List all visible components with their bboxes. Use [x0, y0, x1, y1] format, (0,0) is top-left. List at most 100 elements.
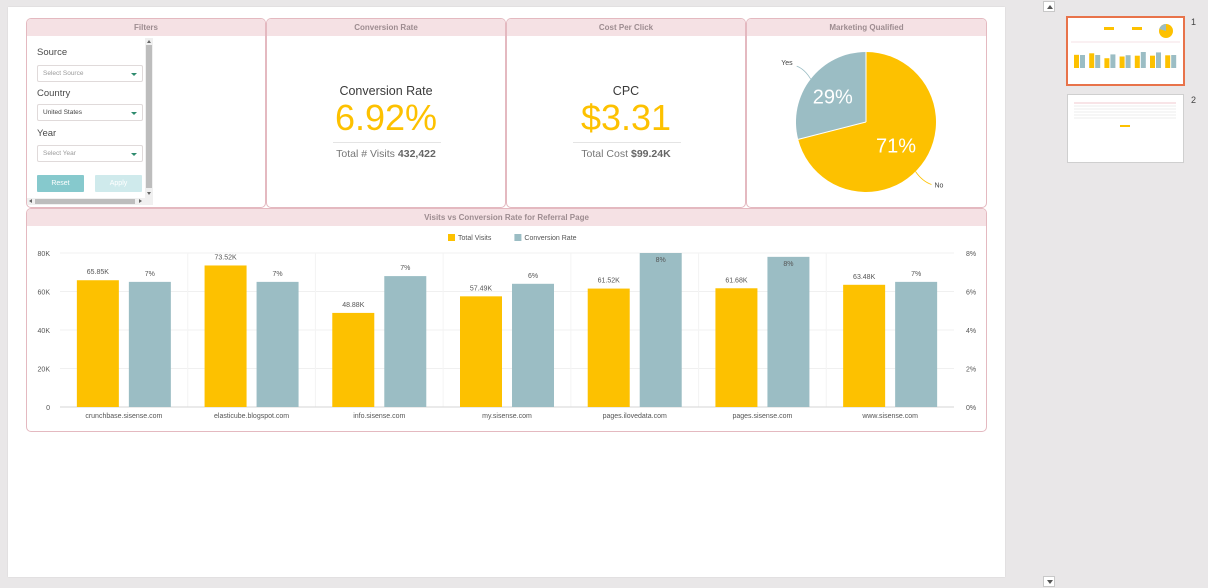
- visits-chart-panel: Visits vs Conversion Rate for Referral P…: [26, 208, 987, 432]
- thumbnail-bar: [1150, 55, 1155, 68]
- source-label: Source: [37, 47, 68, 58]
- x-category-label: pages.sisense.com: [732, 413, 792, 420]
- bar-data-label: 7%: [145, 271, 155, 278]
- thumbnail-bar: [1110, 54, 1116, 68]
- scrollbar-thumb[interactable]: [146, 45, 152, 188]
- legend-swatch: [448, 234, 455, 241]
- scroll-down-button[interactable]: [1043, 576, 1055, 587]
- apply-button[interactable]: Apply: [95, 175, 142, 192]
- reset-button[interactable]: Reset: [37, 175, 84, 192]
- visits-chart-header: Visits vs Conversion Rate for Referral P…: [27, 209, 986, 226]
- thumbnail-bar: [1156, 52, 1161, 68]
- total-cost-value: $99.24K: [630, 148, 671, 160]
- bar-conversion-rate[interactable]: [128, 281, 171, 407]
- bar-conversion-rate[interactable]: [256, 281, 299, 407]
- total-visits-value: 432,422: [397, 148, 436, 160]
- year-select[interactable]: Select Year: [37, 145, 143, 162]
- bar-data-label: 48.88K: [342, 302, 365, 309]
- thumbnail-bar: [1095, 55, 1101, 68]
- thumbnail-bar: [1119, 56, 1125, 68]
- bar-data-label: 8%: [783, 261, 793, 268]
- y-left-tick-label: 40K: [38, 328, 51, 335]
- pie-value-label-no: 71%: [876, 135, 916, 157]
- filters-panel: Filters Source Select Source Country Uni…: [26, 18, 266, 208]
- conversion-rate-value: 6.92%: [334, 97, 438, 138]
- source-select-text: Select Source: [43, 70, 84, 77]
- bar-total-visits[interactable]: [715, 288, 758, 407]
- legend-label: Conversion Rate: [524, 235, 576, 242]
- bar-total-visits[interactable]: [76, 280, 119, 407]
- marketing-qualified-panel: Marketing Qualified 29% 71% Yes No: [746, 18, 987, 208]
- filters-horizontal-scrollbar[interactable]: [27, 198, 153, 205]
- source-select[interactable]: Select Source: [37, 65, 143, 82]
- conversion-rate-title: Conversion Rate: [339, 84, 433, 98]
- y-left-tick-label: 80K: [38, 251, 51, 258]
- divider: [573, 142, 681, 143]
- pie-slice-no[interactable]: [798, 52, 936, 192]
- conversion-rate-header: Conversion Rate: [267, 19, 505, 36]
- total-visits-label: Total # Visits: [336, 148, 395, 160]
- x-category-label: info.sisense.com: [353, 413, 405, 420]
- thumbnail-bar: [1140, 52, 1146, 68]
- slide-thumbnail-1[interactable]: [1066, 16, 1185, 86]
- bar-conversion-rate[interactable]: [639, 253, 682, 407]
- thumbnail-bar: [1074, 54, 1079, 68]
- pie-category-label-no: No: [934, 182, 943, 189]
- cost-per-click-panel: Cost Per Click CPC $3.31 Total Cost $99.2…: [506, 18, 746, 208]
- total-cost-line: Total Cost $99.24K: [507, 148, 745, 160]
- pie-leader-line: [915, 171, 932, 185]
- bar-data-label: 7%: [911, 271, 921, 278]
- country-select[interactable]: United States: [37, 104, 143, 121]
- marketing-qualified-header: Marketing Qualified: [747, 19, 986, 36]
- y-left-tick-label: 60K: [38, 290, 51, 297]
- y-right-tick-label: 0%: [966, 405, 976, 412]
- pie-value-label-yes: 29%: [813, 86, 853, 108]
- bar-total-visits[interactable]: [460, 296, 502, 407]
- slide-area-scrollbar[interactable]: [1042, 0, 1056, 588]
- thumbnail-bar: [1134, 55, 1140, 68]
- bar-total-visits[interactable]: [843, 284, 886, 407]
- divider: [333, 142, 441, 143]
- bar-conversion-rate[interactable]: [895, 281, 938, 407]
- scrollbar-thumb[interactable]: [35, 199, 135, 204]
- bar-data-label: 63.48K: [853, 274, 876, 281]
- bar-data-label: 65.85K: [87, 269, 110, 276]
- slide-number: 1: [1191, 17, 1197, 27]
- bar-data-label: 7%: [400, 265, 410, 272]
- thumbnail-bar: [1080, 55, 1085, 68]
- scroll-up-icon: [147, 40, 151, 43]
- filters-header: Filters: [27, 19, 265, 36]
- cpc-title: CPC: [612, 84, 640, 98]
- bar-conversion-rate[interactable]: [384, 276, 427, 407]
- scroll-right-icon: [139, 199, 142, 203]
- chevron-up-icon: [1047, 5, 1053, 9]
- slide-thumbnail-2-preview: [1070, 97, 1181, 160]
- bar-conversion-rate[interactable]: [767, 256, 810, 407]
- dashboard-slide: Filters Source Select Source Country Uni…: [8, 7, 1005, 577]
- legend-swatch: [514, 234, 522, 241]
- slide-thumbnail-1-preview: [1071, 21, 1180, 81]
- thumbnail-bar: [1125, 55, 1131, 68]
- y-right-tick-label: 8%: [966, 251, 976, 258]
- total-visits-line: Total # Visits 432,422: [267, 148, 505, 160]
- filters-vertical-scrollbar[interactable]: [145, 38, 153, 205]
- country-select-text: United States: [43, 109, 83, 116]
- slide-thumbnail-2[interactable]: [1067, 94, 1184, 163]
- bar-total-visits[interactable]: [204, 265, 247, 407]
- year-select-text: Select Year: [43, 150, 76, 157]
- bar-total-visits[interactable]: [332, 312, 375, 407]
- scroll-up-button[interactable]: [1043, 1, 1055, 12]
- conversion-rate-panel: Conversion Rate Conversion Rate 6.92% To…: [266, 18, 506, 208]
- slice-border: [798, 121, 867, 140]
- thumbnail-bar: [1089, 53, 1095, 68]
- bar-conversion-rate[interactable]: [512, 283, 554, 407]
- bar-data-label: 73.52K: [214, 254, 237, 261]
- bar-data-label: 7%: [273, 271, 283, 278]
- x-category-label: elasticube.blogspot.com: [214, 413, 289, 420]
- bar-total-visits[interactable]: [587, 288, 630, 407]
- y-left-tick-label: 20K: [38, 367, 51, 374]
- thumbnail-bar: [1104, 58, 1110, 68]
- legend-label: Total Visits: [458, 235, 492, 242]
- pie-slice-yes[interactable]: [796, 52, 866, 140]
- x-category-label: crunchbase.sisense.com: [85, 413, 162, 420]
